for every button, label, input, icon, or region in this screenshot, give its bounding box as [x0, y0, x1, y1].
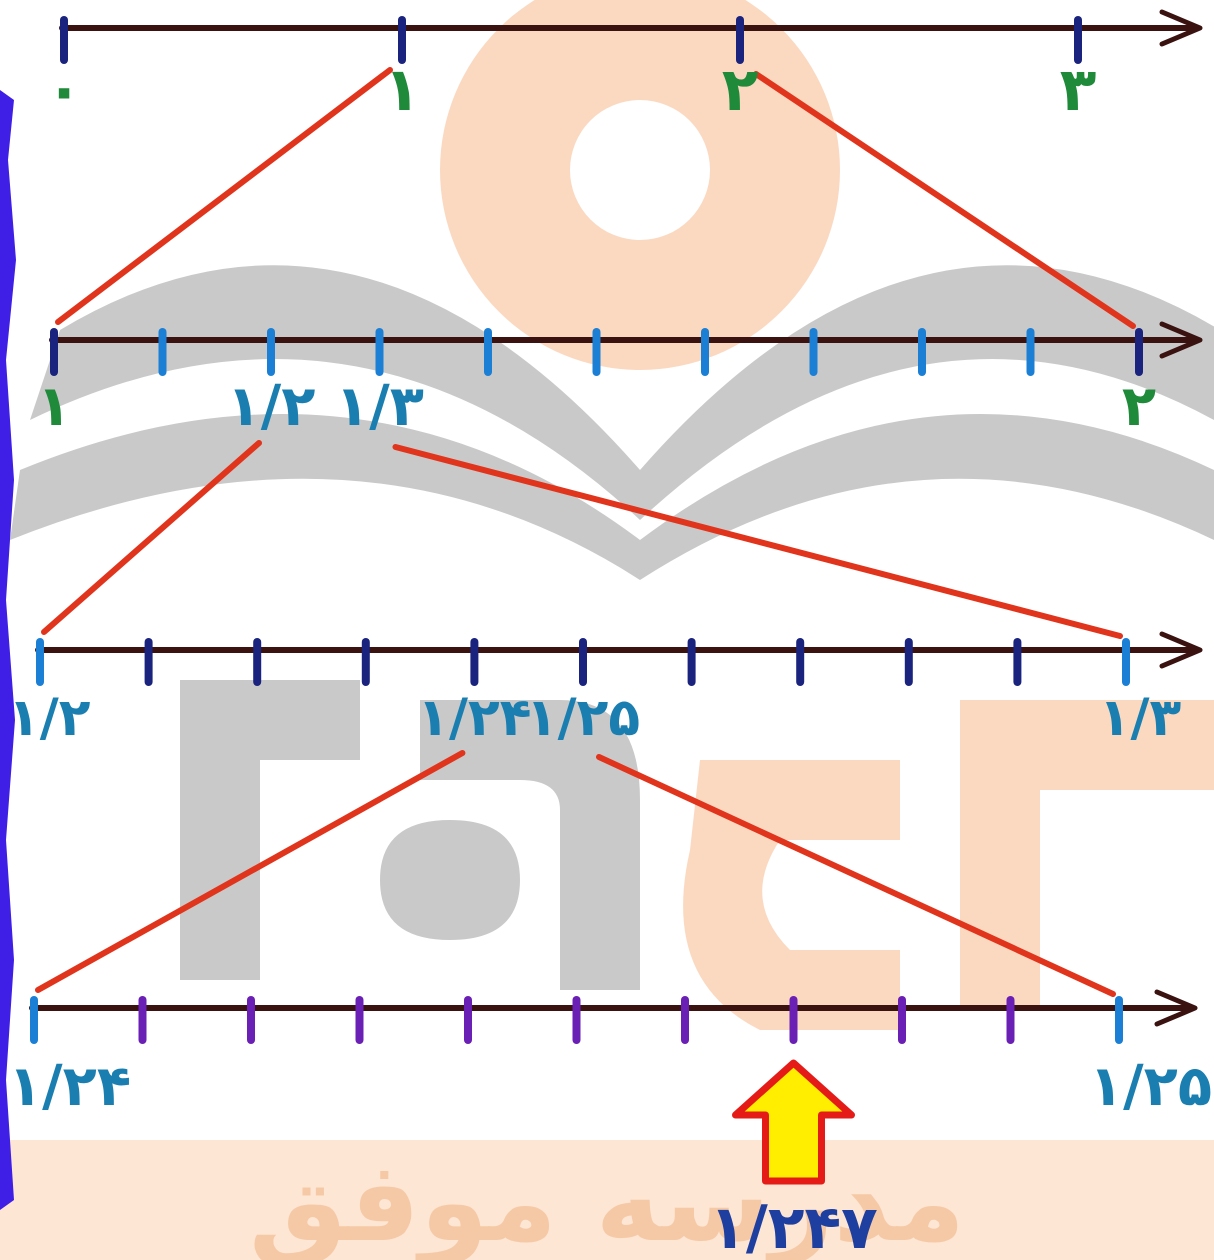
connector-lines	[35, 67, 1136, 997]
watermark-text: مدرسه موفق	[249, 1138, 965, 1260]
number-line-line-0-3: ۰ ۱ ۲ ۳	[46, 9, 1203, 125]
zoom-connector-left	[35, 750, 466, 993]
zoom-connector-right	[596, 754, 1116, 997]
marker-group: ۱/۲۴۷	[709, 1059, 878, 1260]
tick-label: ۱/۲	[227, 374, 316, 439]
axis-arrow-icon	[1159, 631, 1203, 669]
up-arrow-icon	[732, 1059, 855, 1185]
number-lines: ۰ ۱ ۲ ۳۱ ۱/۲ ۱/۳ ۲۱/۲ ۱/۲۴۱/۲۵ ۱/۳۱/۲۴ ۱/۲۵	[8, 9, 1212, 1119]
tick-label: ۱	[37, 374, 71, 439]
axis-arrow-icon	[1159, 321, 1203, 359]
tick-label: ۲	[722, 55, 759, 125]
tick-label: ۱/۲	[8, 688, 91, 748]
watermark-book-left-icon	[30, 265, 640, 520]
tick-label: ۱/۲۵	[526, 688, 640, 748]
tick-label: ۱	[384, 55, 421, 125]
number-line-line-12-13: ۱/۲ ۱/۲۴۱/۲۵ ۱/۳	[8, 631, 1203, 748]
watermark-book-right-icon	[640, 265, 1214, 520]
tick-label: ۳	[1060, 55, 1097, 125]
zoom-connector-left	[55, 67, 393, 325]
tick-label: ۱/۲۵	[1089, 1054, 1212, 1119]
zoom-connector-right	[753, 71, 1136, 329]
tick-label: ۱/۲۴	[8, 1054, 131, 1119]
watermark-letters-peach-icon	[683, 700, 1214, 1030]
axis-arrow-icon	[1159, 9, 1203, 47]
tick-label: ۰	[46, 55, 83, 125]
zoom-connector-right	[392, 444, 1123, 639]
marker-value-label: ۱/۲۴۷	[709, 1193, 877, 1260]
tick-label: ۲	[1122, 374, 1156, 439]
axis-arrow-icon	[1154, 989, 1198, 1027]
tick-label: ۱/۳	[335, 374, 424, 439]
zoom-connector-left	[41, 440, 262, 635]
left-edge-decoration	[0, 90, 16, 1210]
number-line-line-1-2: ۱ ۱/۲ ۱/۳ ۲	[37, 321, 1203, 439]
watermark-letters-gray-icon	[180, 680, 640, 990]
tick-label: ۱/۳	[1099, 688, 1182, 748]
tick-label: ۱/۲۴	[417, 688, 531, 748]
number-line-line-124-125: ۱/۲۴ ۱/۲۵	[8, 989, 1212, 1119]
